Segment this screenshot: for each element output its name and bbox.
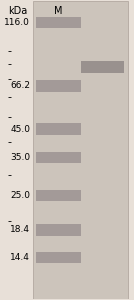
Bar	[36, 80, 81, 92]
Bar	[36, 252, 81, 263]
Text: 66.2: 66.2	[10, 81, 30, 90]
Text: 25.0: 25.0	[10, 191, 30, 200]
Text: 116.0: 116.0	[4, 18, 30, 27]
Text: kDa: kDa	[8, 7, 28, 16]
Bar	[36, 123, 81, 135]
Bar	[33, 2, 128, 298]
Text: 45.0: 45.0	[10, 125, 30, 134]
Bar	[36, 190, 81, 201]
Bar	[36, 224, 81, 236]
Text: M: M	[54, 7, 62, 16]
Text: 18.4: 18.4	[10, 225, 30, 234]
Bar	[36, 17, 81, 28]
Text: 35.0: 35.0	[10, 153, 30, 162]
Text: 14.4: 14.4	[10, 253, 30, 262]
Bar	[81, 61, 124, 73]
Bar	[36, 152, 81, 164]
